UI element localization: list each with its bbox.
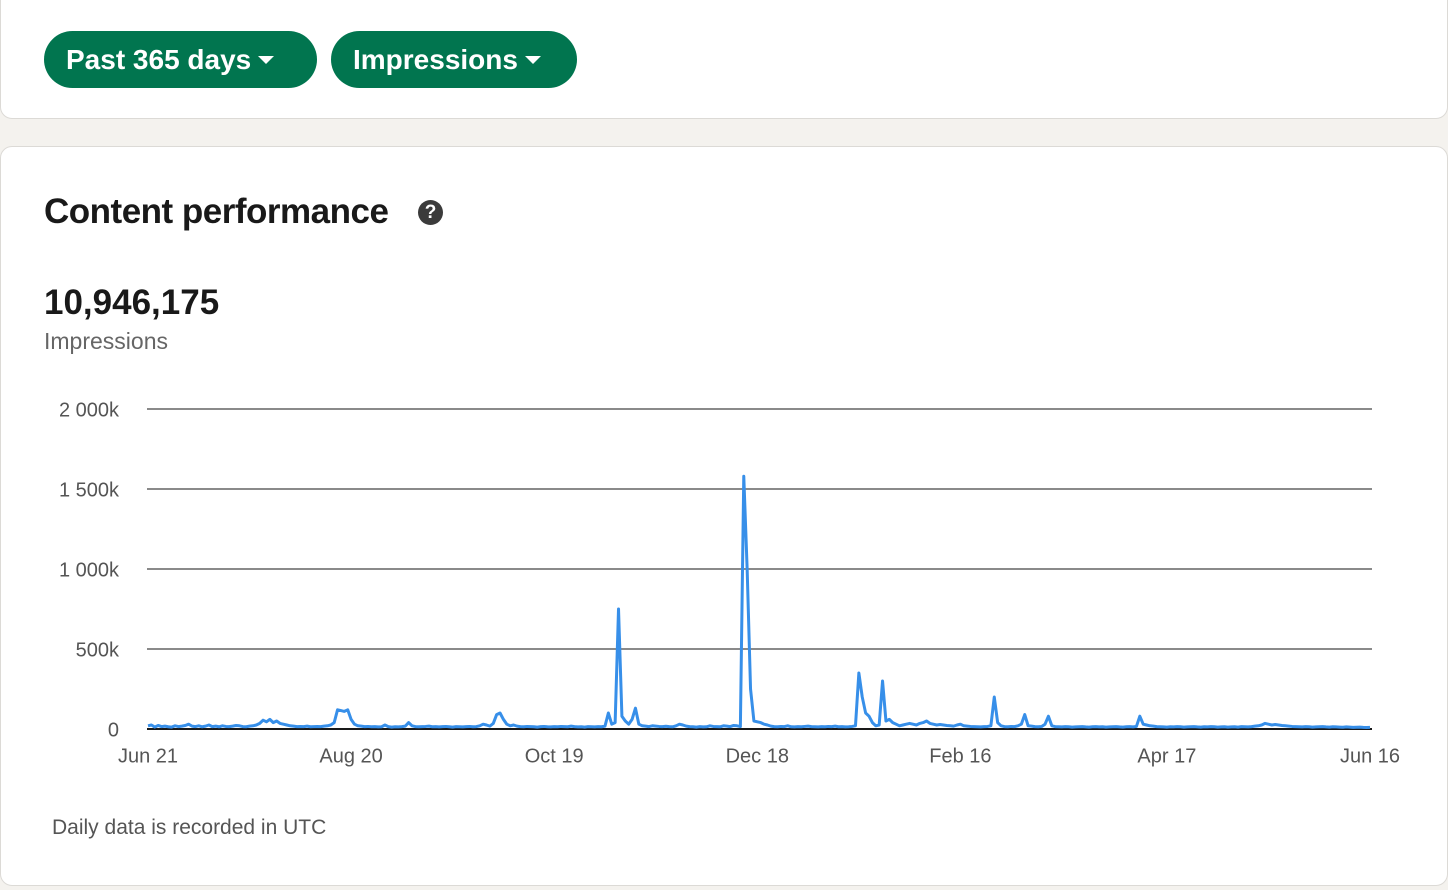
date-filter-label: Past 365 days (66, 43, 252, 75)
x-tick-label: Jun 21 (118, 745, 178, 767)
y-tick-label: 1 500k (59, 479, 120, 501)
x-tick-label: Feb 16 (929, 745, 991, 767)
card-title: Content performance (44, 192, 389, 231)
x-tick-label: Jun 16 (1340, 745, 1400, 767)
caret (258, 55, 275, 64)
x-tick-label: Aug 20 (319, 745, 382, 767)
total-value: 10,946,175 (44, 283, 220, 322)
impressions-line (147, 474, 1371, 730)
x-tick-label: Apr 17 (1137, 745, 1196, 767)
y-tick-label: 0 (108, 719, 119, 741)
metric-filter-label: Impressions (353, 43, 518, 75)
x-tick-label: Oct 19 (525, 745, 584, 767)
date-filter[interactable]: Past 365 days (44, 31, 317, 88)
metric-filter[interactable]: Impressions (331, 31, 577, 88)
y-tick-label: 2 000k (59, 399, 120, 421)
y-tick-label: 500k (76, 639, 120, 661)
help-icon[interactable]: ? (418, 200, 443, 225)
caret (524, 55, 541, 64)
y-tick-label: 1 000k (59, 559, 120, 581)
performance-card (0, 146, 1448, 886)
total-label: Impressions (44, 328, 168, 354)
footnote: Daily data is recorded in UTC (52, 816, 327, 839)
x-tick-label: Dec 18 (726, 745, 789, 767)
